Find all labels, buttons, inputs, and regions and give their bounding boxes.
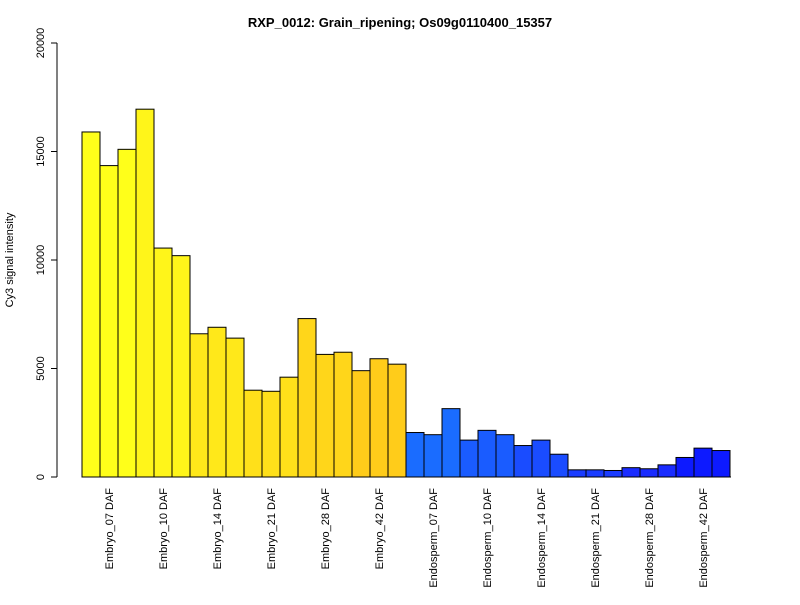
x-tick-label: Endosperm_21 DAF — [590, 488, 602, 588]
bar — [513, 445, 533, 478]
y-tick-label: 5000 — [35, 356, 47, 380]
x-tick-label: Endosperm_42 DAF — [698, 488, 710, 588]
bar — [351, 370, 371, 478]
bar-group — [405, 408, 461, 478]
bar — [711, 450, 731, 478]
bar — [153, 247, 173, 478]
bar — [135, 108, 155, 478]
bar — [585, 469, 605, 478]
bar — [621, 467, 641, 478]
bar — [423, 434, 443, 478]
bar — [315, 353, 335, 478]
x-tick-label: Embryo_21 DAF — [266, 488, 278, 570]
bar — [261, 390, 281, 478]
bar-group — [567, 469, 623, 478]
y-tick-label: 20000 — [35, 28, 47, 59]
y-axis: 0 5000 10000 15000 20000 — [35, 28, 58, 480]
bar — [243, 389, 263, 478]
bar — [603, 469, 623, 478]
y-tick-label: 0 — [35, 474, 47, 480]
bar — [693, 447, 713, 478]
bar — [531, 439, 551, 478]
bar — [441, 408, 461, 478]
bar — [657, 464, 677, 478]
chart-title: RXP_0012: Grain_ripening; Os09g0110400_1… — [248, 15, 552, 30]
bar — [81, 131, 101, 478]
x-tick-label: Embryo_28 DAF — [320, 488, 332, 570]
bar — [567, 469, 587, 478]
y-axis-label: Cy3 signal intensity — [4, 212, 16, 307]
bar — [99, 165, 119, 478]
y-tick-label: 15000 — [35, 136, 47, 167]
bar — [297, 318, 317, 478]
x-tick-label: Endosperm_10 DAF — [482, 488, 494, 588]
bar — [279, 376, 299, 478]
bar — [495, 434, 515, 478]
bar — [225, 337, 245, 478]
bar — [207, 326, 227, 478]
bar-group — [135, 108, 191, 478]
bar-group — [243, 376, 299, 478]
bar — [405, 432, 425, 478]
bar — [639, 468, 659, 478]
bar — [333, 351, 353, 478]
bar-group — [351, 358, 407, 478]
bar — [549, 453, 569, 478]
bar-group — [621, 464, 677, 478]
x-tick-label: Embryo_14 DAF — [212, 488, 224, 570]
bar-group — [81, 131, 137, 478]
bar — [459, 439, 479, 478]
bar — [477, 429, 497, 478]
bars — [81, 108, 731, 478]
bar — [369, 358, 389, 478]
bar — [189, 333, 209, 478]
bar-group — [675, 447, 731, 478]
bar — [675, 456, 695, 478]
x-axis: Embryo_07 DAF Embryo_10 DAF Embryo_14 DAF E… — [82, 476, 731, 588]
x-tick-label: Endosperm_14 DAF — [536, 488, 548, 588]
x-tick-label: Embryo_07 DAF — [104, 488, 116, 570]
bar-group — [513, 439, 569, 478]
x-tick-label: Endosperm_07 DAF — [428, 488, 440, 588]
x-tick-label: Endosperm_28 DAF — [644, 488, 656, 588]
x-tick-label: Embryo_42 DAF — [374, 488, 386, 570]
bar-group — [459, 429, 515, 478]
x-tick-label: Embryo_10 DAF — [158, 488, 170, 570]
y-tick-label: 10000 — [35, 245, 47, 276]
bar-group — [297, 318, 353, 478]
bar — [171, 255, 191, 478]
bar-group — [189, 326, 245, 478]
bar — [387, 363, 407, 478]
bar — [117, 148, 137, 478]
